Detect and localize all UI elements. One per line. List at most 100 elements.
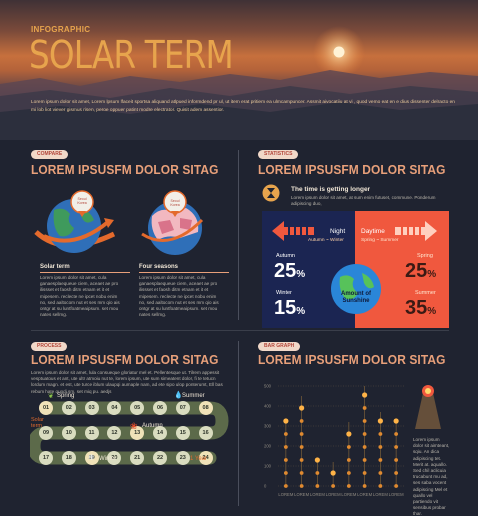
compare-item-text: Lorem ipsum dolor sit amet, cula ganaesp… [139,275,219,318]
sun-spotlight-icon [415,385,441,429]
globe-four-seasons-icon [141,190,204,255]
vertical-divider [238,150,239,320]
daytime-range: Spring ~ Summer [361,238,399,243]
process-title: LOREM IPSUSFM DOLOR SITAG [31,352,219,367]
compare-tag: COMPARE [31,150,69,159]
solar-term-side-label: Solar term [31,417,44,429]
x-category-label: LOREM [278,492,293,497]
process-step-dot: 01 [39,401,53,415]
sun-bar [330,462,336,488]
compare-item-underline [139,272,229,273]
process-step-dot: 12 [107,426,122,440]
statistics-tag: STATISTICS [258,150,299,159]
arrow-right-icon [395,221,437,241]
compare-item-label: Four seasons [139,264,179,270]
season-label-autumn: Autumn [142,423,163,429]
compare-item-text: Lorem ipsum dolor sit amet, cula ganaesp… [40,275,120,318]
earth-globe-icon [331,264,381,314]
compare-item-underline [40,272,130,273]
sun-bar [314,457,320,488]
y-tick-label: 500 [264,384,272,389]
y-tick-label: 100 [264,464,272,469]
process-step-dot: 15 [175,426,190,440]
sun-bar [346,422,352,488]
process-step-dot: 04 [107,401,122,415]
process-step-dot: 03 [84,401,99,415]
page-title: SOLAR TERM [29,33,234,77]
x-category-label: LOREM [373,492,388,497]
process-step-dot: 21 [130,451,145,465]
y-tick-label: 200 [264,444,272,449]
raindrop-icon: 💧 [174,392,183,399]
header-eyebrow: INFOGRAPHIC [31,25,91,34]
process-text: Lorem ipsum dolor sit amet, lula consueq… [31,370,223,394]
stat-season-label: Spring [417,253,433,259]
process-step-dot: 02 [61,401,76,415]
sun-bar [377,412,383,488]
amount-of-sunshine-label: Amount of Sunshine [341,291,371,304]
x-category-label: LOREM [294,492,309,497]
stat-season-label: Summer [415,290,436,296]
night-range: Autumn ~ Winter [308,238,344,243]
one-year-label: 1 Year [190,456,208,462]
process-step-dot: 22 [153,451,167,465]
process-step-dot: 08 [198,401,213,415]
compare-item-label: Solar term [40,264,70,270]
stat-season-label: Autumn [276,253,295,259]
bargraph-tag: BAR GRAPH [258,342,301,351]
process-step-dot: 05 [130,401,145,415]
statistics-subtitle: The time is getting longer [291,186,371,193]
snowflake-icon: ❄ [88,453,95,462]
header-description: Lorem ipsum dolor sit amet, Lorem lpsum … [31,100,455,113]
process-step-dot: 07 [175,401,190,415]
stat-season-label: Winter [276,290,292,296]
process-step-dot: 23 [175,451,190,465]
globe-location-badge: Seoul Korea [170,199,180,207]
x-category-label: LOREM [389,492,404,497]
night-panel: Night Autumn ~ Winter Autumn 25% Winter … [262,211,355,328]
y-tick-label: 0 [264,484,267,489]
process-track [30,401,229,465]
horizontal-divider [31,330,449,331]
process-step-dot: 18 [61,451,76,465]
compare-title: LOREM IPSUSFM DOLOR SITAG [31,162,219,177]
process-step-dot: 09 [39,426,53,440]
arrow-left-icon [272,221,314,241]
header-hero: INFOGRAPHIC SOLAR TERM Lorem ipsum dolor… [0,0,478,140]
bargraph-side-text: Lorem ipsum dolor sit aimteant, sqiu. An… [413,437,450,516]
globe-solar-term-icon [34,190,116,253]
sun-bar [393,418,399,488]
x-category-label: LOREM [357,492,372,497]
process-step-dot: 11 [84,426,99,440]
sun-bar [362,386,368,488]
maple-leaf-icon: ❀ [130,421,138,431]
process-step-dot: 16 [198,426,213,440]
process-step-dot: 14 [153,426,167,440]
process-step-dot: 17 [39,451,53,465]
stat-value: 35% [405,297,437,319]
hourglass-icon [262,184,280,202]
season-label-spring: Spring [57,393,75,399]
season-label-summer: Summer [182,393,205,399]
season-label-winter: Winter [99,456,117,462]
x-category-label: LOREM [341,492,356,497]
statistics-title: LOREM IPSUSFM DOLOR SITAG [258,162,446,177]
process-step-dot: 06 [153,401,167,415]
statistics-text: Lorem ipsum dolor sit amet, at sum enim … [291,195,436,207]
vertical-divider [238,341,239,506]
stat-value: 15% [274,297,306,319]
sun-bar [283,418,289,488]
process-step-dot: 20 [107,451,122,465]
process-step-dot: 24 [198,451,213,465]
process-step-dot: 10 [61,426,76,440]
stat-value: 25% [405,260,437,282]
y-tick-label: 400 [264,404,272,409]
globe-location-badge: Seoul Korea [77,197,87,205]
process-step-dot: 13 [130,426,145,440]
sun-bar [299,396,305,488]
daytime-label: Daytime [361,228,385,235]
x-category-label: LOREM [310,492,325,497]
sprout-icon: ❦ [48,393,54,400]
process-step-dot: 19 [84,451,99,465]
